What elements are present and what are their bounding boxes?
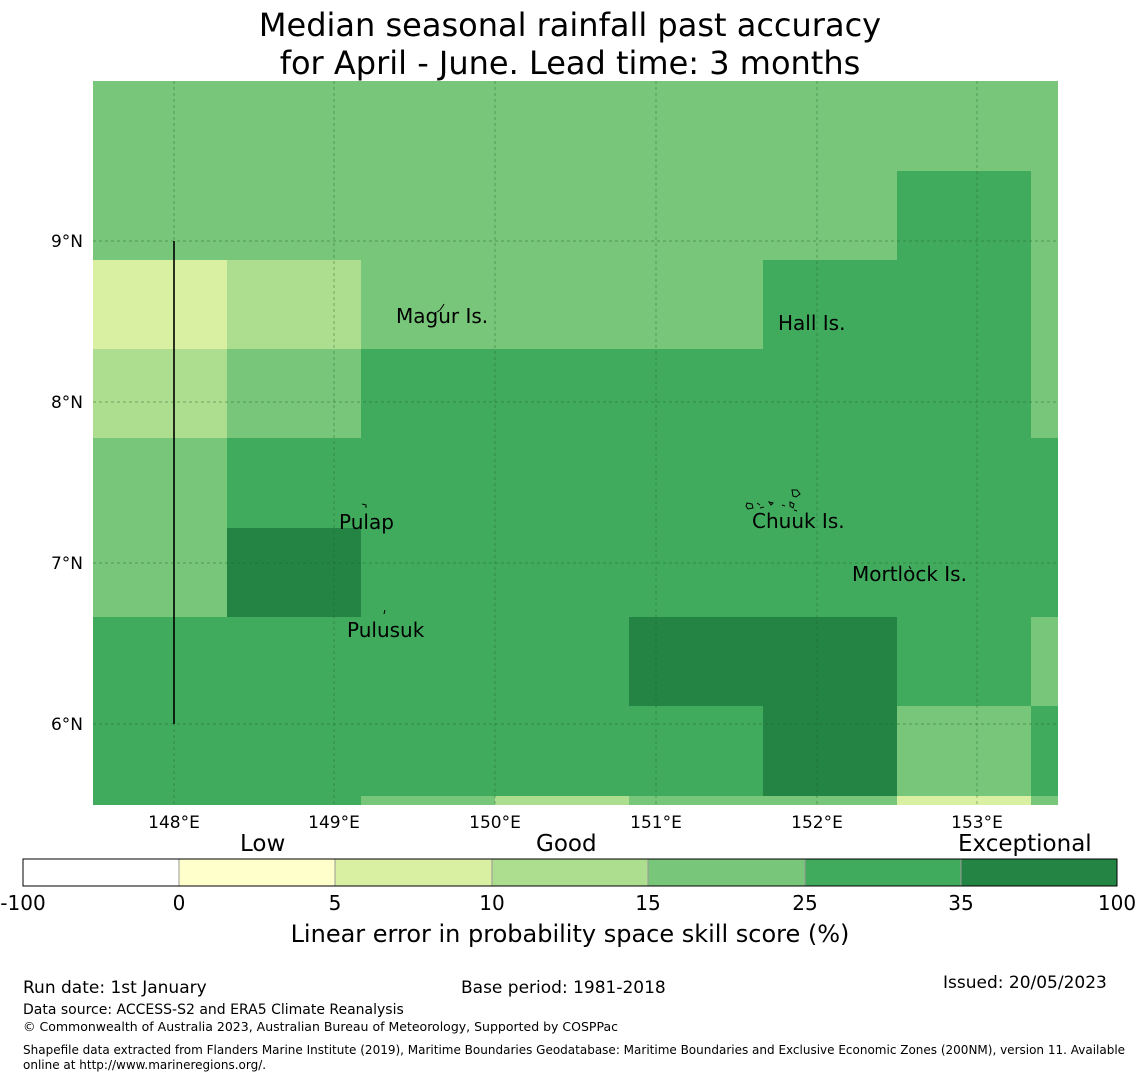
map-title-line-1: Median seasonal rainfall past accuracy — [258, 6, 882, 44]
lon-tick-label: 149°E — [308, 813, 360, 833]
place-label-mortlock: Mortlock Is. — [852, 562, 967, 586]
pulap-island-outline — [361, 503, 367, 508]
colorbar-segment — [805, 859, 961, 886]
colorbar-tick-label: 25 — [792, 891, 818, 915]
colorbar-segment — [492, 859, 648, 886]
latitude-tick-labels: 9°N 8°N 7°N 6°N — [51, 232, 83, 735]
colorbar-tick-label: 0 — [172, 891, 186, 915]
colorbar-segment — [648, 859, 805, 886]
mortlock-island-outline — [908, 565, 912, 570]
lat-tick-label: 7°N — [51, 554, 83, 574]
issued-date: Issued: 20/05/2023 — [943, 973, 1107, 993]
magur-island-outline — [436, 303, 445, 313]
chuuk-island-outline — [745, 489, 801, 512]
data-source: Data source: ACCESS-S2 and ERA5 Climate … — [23, 1002, 404, 1018]
map-cell — [93, 260, 227, 349]
colorbar-tick-label: -100 — [0, 891, 46, 915]
colorbar-tick-label: 10 — [479, 891, 505, 915]
map-cell — [227, 260, 361, 349]
lat-tick-label: 6°N — [51, 715, 83, 735]
map-cell — [227, 528, 361, 617]
colorbar-dividers — [178, 859, 962, 886]
place-label-chuuk: Chuuk Is. — [752, 509, 845, 533]
map-cell — [361, 528, 1058, 617]
map-cell — [629, 617, 897, 706]
colorbar-tick-label: 5 — [328, 891, 342, 915]
map-cell — [897, 796, 1031, 805]
map-cell — [361, 349, 1031, 438]
lat-tick-label: 8°N — [51, 393, 83, 413]
lon-tick-label: 151°E — [630, 813, 682, 833]
colorbar-tick-label: 15 — [635, 891, 661, 915]
colorbar-segment — [335, 859, 492, 886]
lon-tick-label: 148°E — [148, 813, 200, 833]
map-cell — [93, 706, 763, 796]
longitude-tick-labels: 148°E 149°E 150°E 151°E 152°E 153°E — [148, 813, 1003, 833]
place-label-pulap: Pulap — [339, 510, 394, 534]
map-cell — [763, 260, 1031, 349]
map-cell — [93, 796, 361, 805]
map-grid-cells — [93, 81, 1058, 805]
map-cell — [897, 171, 1031, 260]
map-cell — [763, 706, 897, 796]
map-cell — [897, 617, 1031, 706]
map-cell — [93, 349, 227, 438]
colorbar-segment — [961, 859, 1117, 886]
colorbar-segment — [23, 859, 179, 886]
place-label-hall: Hall Is. — [778, 311, 845, 335]
colorbar-frame — [22, 858, 1118, 887]
place-labels: Magur Is. Hall Is. Pulap Chuuk Is. Mortl… — [339, 304, 967, 642]
colorbar-category-good: Good — [536, 831, 597, 857]
lon-tick-label: 150°E — [469, 813, 521, 833]
pulusuk-island-outline — [383, 609, 386, 615]
colorbar-tick-label: 100 — [1097, 891, 1137, 915]
map-cell — [227, 438, 1058, 528]
colorbar-axis-title: Linear error in probability space skill … — [290, 920, 850, 948]
copyright-notice: © Commonwealth of Australia 2023, Austra… — [23, 1019, 618, 1034]
lat-tick-label: 9°N — [51, 232, 83, 252]
shapefile-credit: Shapefile data extracted from Flanders M… — [23, 1043, 1126, 1072]
colorbar-category-low: Low — [240, 831, 286, 857]
skill-score-map: Magur Is. Hall Is. Pulap Chuuk Is. Mortl… — [22, 81, 1118, 887]
map-cell — [495, 796, 629, 805]
island-outlines — [361, 303, 912, 615]
colorbar-category-exceptional: Exceptional — [958, 831, 1092, 857]
colorbar-segment — [179, 859, 335, 886]
map-cell — [93, 617, 629, 706]
graticule — [93, 81, 1058, 805]
map-cell — [1031, 706, 1058, 796]
lon-tick-label: 152°E — [791, 813, 843, 833]
place-label-magur: Magur Is. — [396, 304, 488, 328]
colorbar-tick-label: 35 — [948, 891, 974, 915]
base-period: Base period: 1981-2018 — [461, 978, 666, 998]
map-title-line-2: for April - June. Lead time: 3 months — [279, 44, 861, 82]
place-label-pulusuk: Pulusuk — [347, 618, 425, 642]
run-date: Run date: 1st January — [23, 978, 207, 998]
colorbar — [22, 858, 1118, 887]
map-cell — [897, 706, 1031, 796]
lon-tick-label: 153°E — [951, 813, 1003, 833]
